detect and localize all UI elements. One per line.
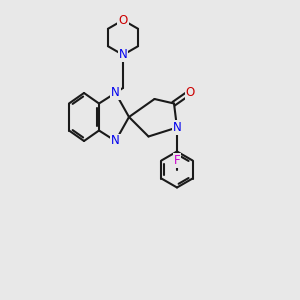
Text: N: N <box>172 121 182 134</box>
Text: O: O <box>118 14 127 27</box>
Text: N: N <box>118 48 127 62</box>
Text: N: N <box>111 134 120 148</box>
Text: F: F <box>174 154 180 167</box>
Text: N: N <box>111 86 120 100</box>
Text: O: O <box>186 86 195 100</box>
